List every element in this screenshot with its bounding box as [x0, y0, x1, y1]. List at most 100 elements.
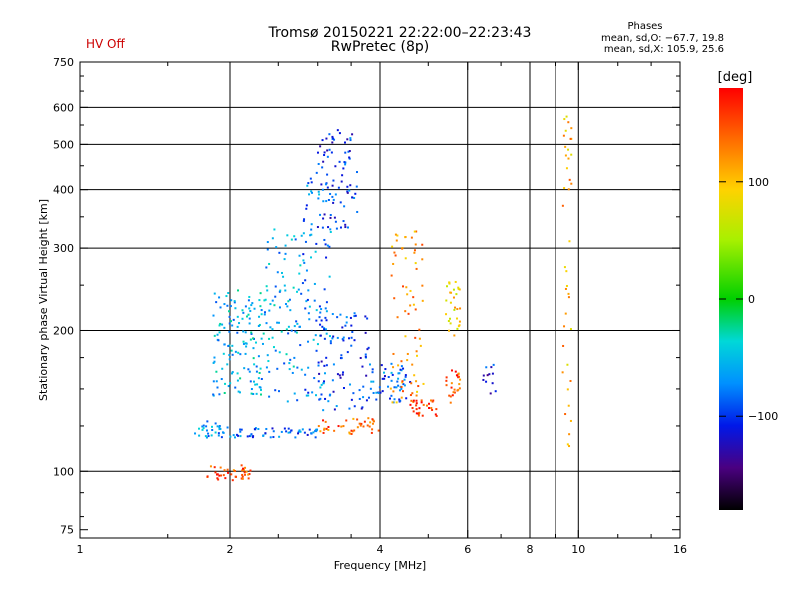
data-point: [414, 336, 417, 339]
data-point: [260, 393, 263, 396]
data-point: [317, 190, 320, 193]
data-point: [227, 344, 230, 347]
data-point: [353, 315, 356, 318]
data-point: [333, 408, 336, 411]
data-point: [268, 395, 271, 398]
data-point: [354, 192, 357, 195]
data-point: [238, 322, 241, 325]
data-point: [325, 301, 328, 304]
data-point: [319, 311, 322, 314]
data-point: [323, 364, 326, 367]
data-point: [229, 382, 232, 385]
data-point: [233, 300, 236, 303]
data-point: [338, 132, 341, 135]
data-point: [371, 371, 374, 374]
data-point: [566, 443, 569, 446]
data-point: [315, 242, 318, 245]
data-points: [194, 115, 573, 482]
data-point: [409, 394, 412, 397]
data-point: [249, 338, 252, 341]
data-point: [334, 165, 337, 168]
data-point: [289, 309, 292, 312]
data-point: [568, 240, 571, 243]
data-point: [307, 312, 310, 315]
data-point: [236, 315, 239, 318]
data-point: [402, 285, 405, 288]
data-point: [258, 323, 261, 326]
data-point: [341, 373, 344, 376]
data-point: [455, 374, 458, 377]
data-point: [283, 362, 286, 365]
data-point: [353, 429, 356, 432]
data-point: [326, 244, 329, 247]
data-point: [329, 228, 332, 231]
data-point: [401, 380, 404, 383]
data-point: [329, 340, 332, 343]
data-point: [323, 154, 326, 157]
data-point: [327, 198, 330, 201]
data-point: [380, 364, 383, 367]
data-point: [568, 445, 571, 448]
data-point: [276, 367, 279, 370]
data-point: [255, 370, 258, 373]
data-point: [407, 312, 410, 315]
data-point: [353, 312, 356, 315]
data-point: [342, 425, 345, 428]
data-point: [230, 473, 233, 476]
data-point: [377, 429, 380, 432]
data-point: [248, 307, 251, 310]
data-point: [372, 420, 375, 423]
data-point: [458, 324, 461, 327]
data-point: [302, 219, 305, 222]
data-point: [315, 171, 318, 174]
data-point: [348, 431, 351, 434]
data-point: [348, 157, 351, 160]
data-point: [322, 160, 325, 163]
data-point: [202, 424, 205, 427]
data-point: [298, 429, 301, 432]
data-point: [454, 280, 457, 283]
data-point: [230, 349, 233, 352]
data-point: [323, 238, 326, 241]
data-point: [223, 326, 226, 329]
data-point: [402, 367, 405, 370]
data-point: [399, 368, 402, 371]
data-point: [252, 357, 255, 360]
data-point: [410, 236, 413, 239]
data-point: [366, 348, 369, 351]
data-point: [347, 150, 350, 153]
data-point: [404, 236, 407, 239]
data-point: [222, 474, 225, 477]
data-point: [565, 167, 568, 170]
data-point: [202, 427, 205, 430]
data-point: [241, 477, 244, 480]
data-point: [289, 431, 292, 434]
data-point: [324, 183, 327, 186]
data-point: [362, 425, 365, 428]
data-point: [488, 373, 491, 376]
data-point: [358, 397, 361, 400]
data-point: [271, 336, 274, 339]
data-point: [397, 364, 400, 367]
data-point: [415, 402, 418, 405]
data-point: [227, 385, 230, 388]
data-point: [392, 366, 395, 369]
data-point: [217, 339, 220, 342]
chart-subtitle: RwPretec (8p): [330, 39, 430, 55]
data-point: [309, 234, 312, 237]
data-point: [268, 370, 271, 373]
data-point: [345, 419, 348, 422]
data-point: [219, 306, 222, 309]
data-point: [241, 475, 244, 478]
data-point: [320, 319, 323, 322]
stats-title: Phases: [627, 21, 663, 32]
data-point: [339, 313, 342, 316]
y-tick-label: 500: [53, 138, 74, 151]
data-point: [218, 324, 221, 327]
data-point: [257, 428, 260, 431]
data-point: [265, 285, 268, 288]
data-point: [198, 427, 201, 430]
data-point: [351, 196, 354, 199]
data-point: [282, 275, 285, 278]
data-point: [319, 145, 322, 148]
